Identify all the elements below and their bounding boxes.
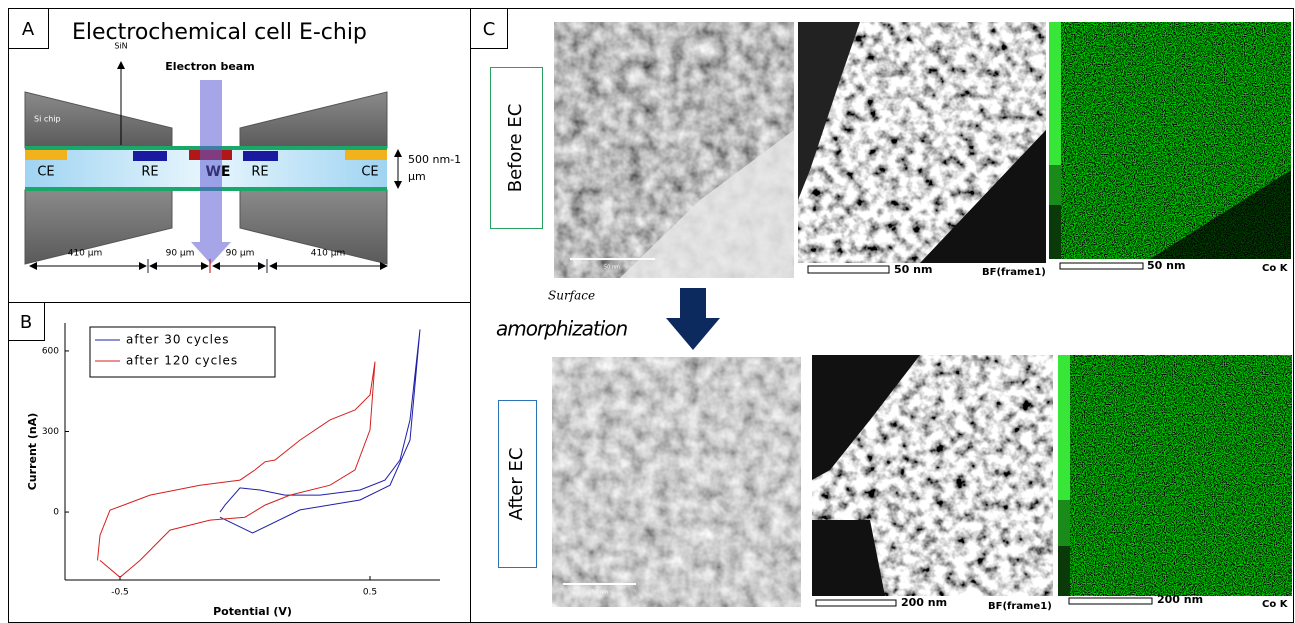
element-label: Co K xyxy=(1262,263,1289,274)
element-label: Co K xyxy=(1262,599,1289,610)
dimension-label: 90 µm xyxy=(166,249,195,259)
legend-label: after 30 cycles xyxy=(126,333,230,347)
chip-label: Si chip xyxy=(34,115,61,124)
chip xyxy=(240,92,387,148)
scale-bar xyxy=(1060,263,1143,269)
color-bar xyxy=(1049,205,1061,259)
dimension-label: 410 µm xyxy=(311,249,346,259)
dimension-label: 500 nm-1 xyxy=(408,153,461,166)
panel-label: C xyxy=(483,19,496,40)
electrode xyxy=(25,150,67,160)
y-tick-label: 300 xyxy=(42,427,59,437)
electrode-label: RE xyxy=(141,165,158,180)
x-tick-label: -0.5 xyxy=(111,588,129,598)
chart: 0 300 600 -0.5 0.5 Potential (V) Current (nA) a… xyxy=(26,323,440,618)
mode-label: BF(frame1) xyxy=(988,601,1052,612)
dimension-label: 410 µm xyxy=(68,249,103,259)
image-region xyxy=(552,357,801,607)
panel-label: B xyxy=(20,312,32,333)
electrode xyxy=(133,151,167,161)
electrode-label: RE xyxy=(251,165,268,180)
scale-label: 50 nm xyxy=(592,590,608,596)
electrode-label: CE xyxy=(37,165,54,180)
sin-label: SiN xyxy=(114,42,127,51)
scale-label: 200 nm xyxy=(1157,593,1203,606)
scale-bar xyxy=(1069,598,1152,604)
beam-label: Electron beam xyxy=(165,60,254,73)
color-bar xyxy=(1058,500,1070,546)
dimension-label: µm xyxy=(408,170,426,183)
scale-label: 50 nm xyxy=(1147,259,1185,272)
legend-label: after 120 cycles xyxy=(126,354,238,368)
transition-label: Surface xyxy=(548,289,595,303)
electrode xyxy=(243,151,278,161)
scale-label: 50 nm xyxy=(894,263,932,276)
figure: A B C Electrochemical cell E-chip CE RE … xyxy=(0,0,1295,623)
scale-bar xyxy=(808,266,889,273)
mode-label: BF(frame1) xyxy=(982,267,1046,278)
scale-label: 50 nm xyxy=(604,265,620,271)
series-line xyxy=(98,362,376,578)
transition-arrow xyxy=(666,288,720,350)
x-tick-label: 0.5 xyxy=(363,588,377,598)
x-axis-label: Potential (V) xyxy=(213,605,292,618)
row-label: After EC xyxy=(506,448,527,521)
electrode-label: CE xyxy=(361,165,378,180)
y-axis-label: Current (nA) xyxy=(26,413,39,491)
eds-map xyxy=(1058,355,1292,596)
transition-label: amorphization xyxy=(496,317,628,341)
row-label: Before EC xyxy=(505,104,526,193)
scale-bar xyxy=(816,600,896,606)
electrode xyxy=(345,150,387,160)
y-tick-label: 600 xyxy=(42,346,59,356)
dimension-label: 90 µm xyxy=(226,249,255,259)
color-bar xyxy=(1058,546,1070,596)
panel-label: A xyxy=(22,19,35,40)
scale-label: 200 nm xyxy=(901,596,947,609)
y-tick-label: 0 xyxy=(53,508,59,518)
color-bar xyxy=(1049,165,1061,205)
